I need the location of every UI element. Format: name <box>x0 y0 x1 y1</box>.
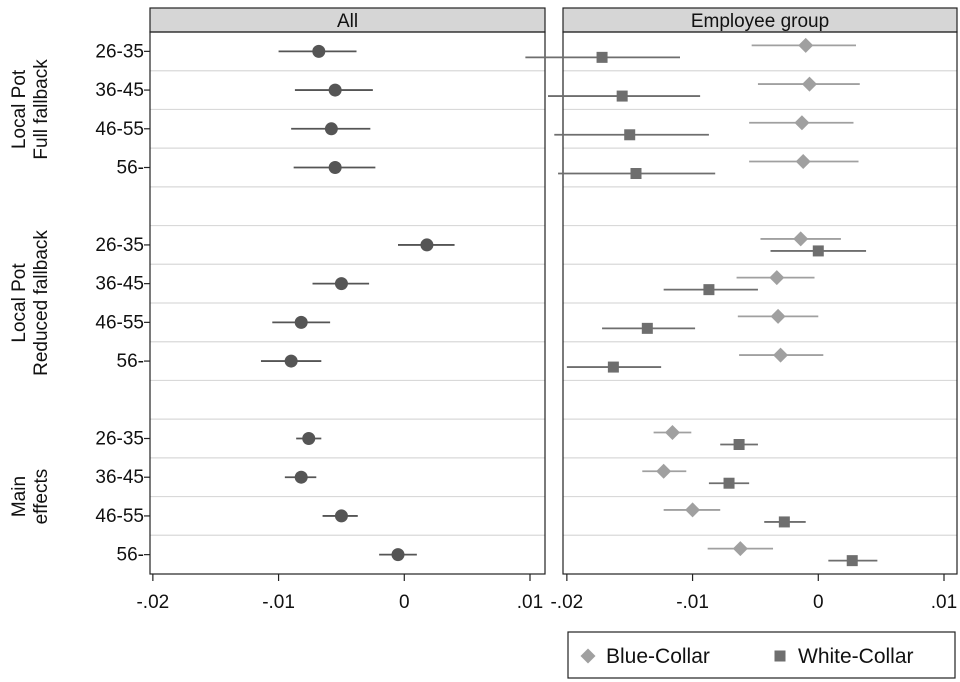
x-tick-label: -.01 <box>676 592 709 613</box>
x-tick-label: .01 <box>931 592 957 613</box>
legend-item-white-collar: White-Collar <box>774 645 914 668</box>
group-label: Local Pot <box>9 69 30 149</box>
point-circle <box>324 122 338 136</box>
point-square <box>846 555 858 567</box>
point-diamond <box>773 347 789 363</box>
legend-label: Blue-Collar <box>606 645 710 668</box>
point-circle <box>420 238 434 252</box>
point-diamond <box>732 541 748 557</box>
x-tick-label: 0 <box>399 592 410 613</box>
age-label: 56- <box>117 158 144 179</box>
point-circle <box>334 277 348 291</box>
group-label: effects <box>31 469 52 525</box>
panel-title: All <box>337 11 358 32</box>
point-diamond <box>794 115 810 131</box>
point-circle <box>302 432 316 445</box>
plot-frame <box>149 31 546 575</box>
panel-header <box>562 7 958 33</box>
point-diamond <box>685 502 701 518</box>
plot-frame <box>562 31 958 575</box>
age-label: 26-35 <box>95 235 144 256</box>
point-square <box>723 477 735 489</box>
x-tick-label: -.02 <box>550 592 583 613</box>
point-diamond <box>798 37 814 53</box>
age-label: 56- <box>117 351 144 372</box>
point-diamond <box>580 648 596 664</box>
group-label: Reduced fallback <box>31 230 52 376</box>
panel-group: Employee group -.02 -.01 0 .01 <box>550 7 958 613</box>
point-diamond <box>793 231 809 247</box>
series-white-collar <box>525 51 878 567</box>
age-label: 46-55 <box>95 506 144 527</box>
series-blue-collar <box>642 37 860 557</box>
panel-title: Employee group <box>691 11 829 32</box>
group-label: Main <box>9 476 30 517</box>
point-circle <box>312 44 326 58</box>
series-all <box>260 44 455 562</box>
age-label: 36-45 <box>95 274 144 295</box>
point-square <box>641 322 653 334</box>
point-diamond <box>664 425 680 440</box>
panel-all: All -.02 -.01 0 .01 <box>136 7 546 613</box>
point-circle <box>328 161 342 174</box>
point-circle <box>294 470 308 484</box>
point-circle <box>294 315 308 329</box>
point-square <box>778 516 790 528</box>
x-tick-label: -.01 <box>262 592 295 613</box>
point-diamond <box>770 308 786 324</box>
point-square <box>596 51 608 63</box>
age-label: 46-55 <box>95 119 144 140</box>
point-diamond <box>795 154 811 169</box>
age-label: 36-45 <box>95 80 144 101</box>
point-square <box>733 439 745 450</box>
point-square <box>624 129 636 141</box>
point-diamond <box>656 463 672 479</box>
age-label: 26-35 <box>95 41 144 62</box>
legend-item-blue-collar: Blue-Collar <box>580 645 710 668</box>
age-label: 36-45 <box>95 467 144 488</box>
x-tick-label: .01 <box>517 592 543 613</box>
point-square <box>812 245 824 257</box>
legend-box <box>567 631 956 679</box>
x-tick-label: 0 <box>813 592 824 613</box>
age-label: 26-35 <box>95 429 144 450</box>
point-square <box>607 361 619 373</box>
point-diamond <box>769 270 785 286</box>
x-tick-label: -.02 <box>136 592 169 613</box>
point-square <box>616 90 628 102</box>
group-label: Local Pot <box>9 263 30 343</box>
point-circle <box>284 354 298 368</box>
point-circle <box>334 509 348 523</box>
point-diamond <box>801 76 817 92</box>
group-label: Full fallback <box>31 59 52 160</box>
point-square <box>703 284 715 296</box>
legend-label: White-Collar <box>798 645 914 668</box>
legend: Blue-Collar White-Collar <box>567 631 956 679</box>
point-circle <box>328 83 342 97</box>
point-circle <box>391 548 405 562</box>
age-label: 56- <box>117 545 144 566</box>
age-label: 46-55 <box>95 312 144 333</box>
point-square <box>774 650 786 662</box>
point-square <box>630 168 642 179</box>
